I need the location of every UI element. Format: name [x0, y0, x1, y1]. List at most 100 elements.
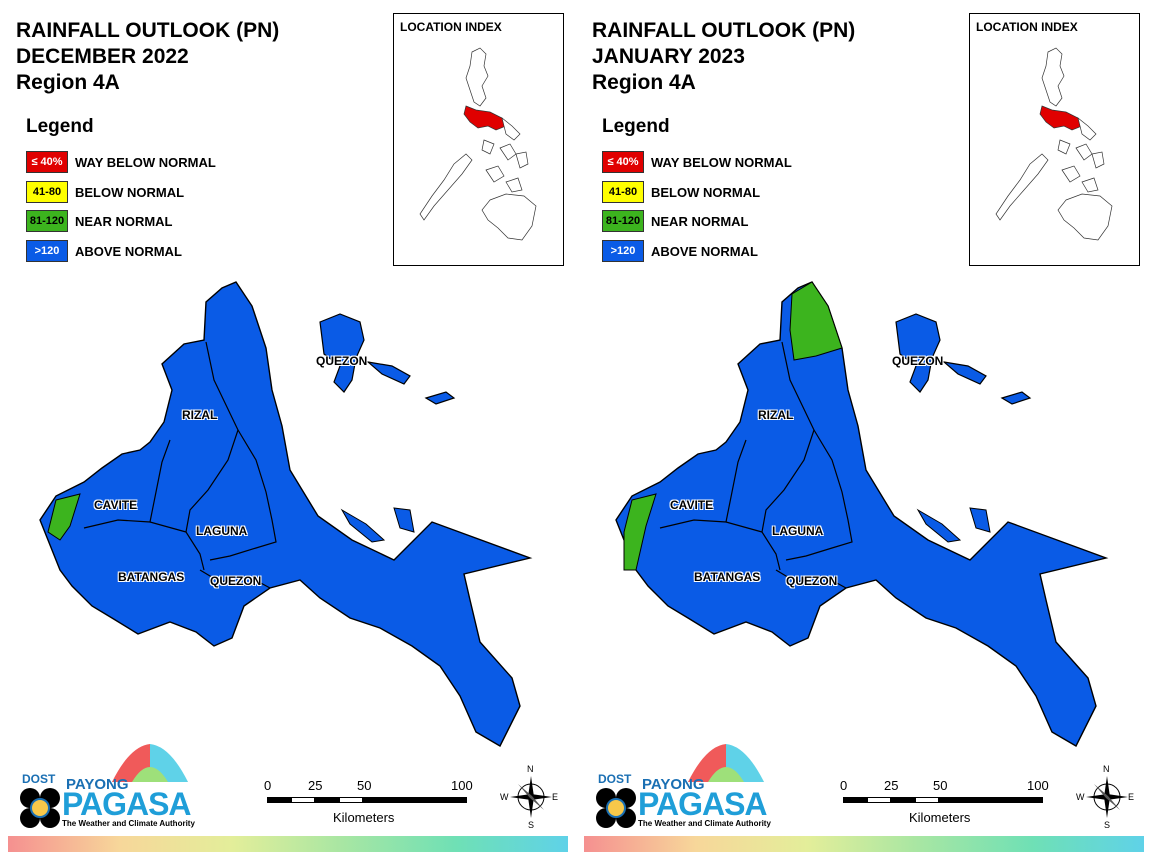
- compass-n: N: [1103, 764, 1110, 774]
- scale-units: Kilometers: [909, 810, 971, 825]
- place-label-quezon-north: QUEZON: [316, 354, 368, 368]
- title-line-3: Region 4A: [16, 71, 120, 94]
- legend-title: Legend: [602, 116, 670, 137]
- scale-bar: 0 25 50 100 Kilometers: [258, 778, 478, 828]
- compass-e: E: [552, 792, 559, 802]
- legend-label: BELOW NORMAL: [75, 184, 185, 200]
- place-label-rizal: RIZAL: [758, 408, 794, 422]
- philippines-outline-map: [419, 47, 537, 241]
- scale-tick-50: 50: [357, 778, 372, 793]
- legend-item-near: 81-120 NEAR NORMAL: [602, 210, 749, 232]
- compass-e: E: [1128, 792, 1135, 802]
- dost-seal-icon: [596, 788, 636, 828]
- place-label-cavite: CAVITE: [94, 498, 138, 512]
- legend-label: WAY BELOW NORMAL: [651, 154, 792, 170]
- compass-n: N: [527, 764, 534, 774]
- outlook-panel-december: RAINFALL OUTLOOK (PN) DECEMBER 2022 Regi…: [0, 13, 576, 852]
- region-4a-svg: [39, 281, 533, 747]
- location-index-inset: LOCATION INDEX: [969, 13, 1140, 266]
- footer-gradient-bar: [8, 836, 568, 852]
- legend-swatch: >120: [26, 240, 68, 262]
- location-index-label: LOCATION INDEX: [400, 20, 502, 34]
- legend-title: Legend: [26, 116, 94, 137]
- pagasa-logo: DOST PAYONG PAGASA The Weather and Clima…: [590, 742, 771, 832]
- legend-swatch: ≤ 40%: [602, 151, 644, 173]
- place-label-batangas: BATANGAS: [118, 570, 185, 584]
- location-index-label: LOCATION INDEX: [976, 20, 1078, 34]
- title-line-3: Region 4A: [592, 71, 696, 94]
- pagasa-logo: DOST PAYONG PAGASA The Weather and Clima…: [14, 742, 195, 832]
- logo-pagasa: PAGASA: [62, 786, 192, 822]
- legend-item-way-below: ≤ 40% WAY BELOW NORMAL: [602, 151, 792, 173]
- legend-item-below: 41-80 BELOW NORMAL: [602, 181, 760, 203]
- place-label-quezon-south: QUEZON: [786, 574, 838, 588]
- scale-tick-100: 100: [1027, 778, 1049, 793]
- title-line-1: RAINFALL OUTLOOK (PN): [592, 19, 856, 42]
- map-title: RAINFALL OUTLOOK (PN) DECEMBER 2022 Regi…: [16, 18, 279, 96]
- footer-gradient-bar: [584, 836, 1144, 852]
- compass-w: W: [500, 792, 509, 802]
- logo-tagline: The Weather and Climate Authority: [638, 819, 771, 828]
- title-line-1: RAINFALL OUTLOOK (PN): [16, 19, 280, 42]
- logo-tagline: The Weather and Climate Authority: [62, 819, 195, 828]
- legend-swatch: 41-80: [26, 181, 68, 203]
- region-4a-svg: [615, 281, 1109, 747]
- legend-item-above: >120 ABOVE NORMAL: [602, 240, 758, 262]
- map-title: RAINFALL OUTLOOK (PN) JANUARY 2023 Regio…: [592, 18, 855, 96]
- scale-units: Kilometers: [333, 810, 395, 825]
- logo-pagasa: PAGASA: [638, 786, 768, 822]
- legend-item-above: >120 ABOVE NORMAL: [26, 240, 182, 262]
- outlook-panel-january: RAINFALL OUTLOOK (PN) JANUARY 2023 Regio…: [576, 0, 1152, 864]
- compass-s: S: [1104, 820, 1111, 830]
- place-label-batangas: BATANGAS: [694, 570, 761, 584]
- place-label-rizal: RIZAL: [182, 408, 218, 422]
- legend-swatch: 41-80: [602, 181, 644, 203]
- title-line-2: JANUARY 2023: [592, 45, 745, 68]
- title-line-2: DECEMBER 2022: [16, 45, 189, 68]
- place-label-laguna: LAGUNA: [772, 524, 824, 538]
- umbrella-icon: [688, 744, 764, 782]
- scale-tick-25: 25: [308, 778, 323, 793]
- scale-bar-graphic: [267, 797, 467, 803]
- location-index-inset: LOCATION INDEX: [393, 13, 564, 266]
- legend-label: NEAR NORMAL: [651, 213, 749, 229]
- logo-payong: PAYONG: [642, 776, 705, 793]
- scale-bar: 0 25 50 100 Kilometers: [834, 778, 1054, 828]
- legend-label: BELOW NORMAL: [651, 184, 761, 200]
- compass-w: W: [1076, 792, 1085, 802]
- scale-tick-50: 50: [933, 778, 948, 793]
- compass-s: S: [528, 820, 535, 830]
- legend-swatch: ≤ 40%: [26, 151, 68, 173]
- place-label-laguna: LAGUNA: [196, 524, 248, 538]
- legend-swatch: 81-120: [602, 210, 644, 232]
- legend-swatch: 81-120: [26, 210, 68, 232]
- scale-tick-0: 0: [840, 778, 848, 793]
- legend-label: WAY BELOW NORMAL: [75, 154, 216, 170]
- legend-item-near: 81-120 NEAR NORMAL: [26, 210, 173, 232]
- scale-tick-100: 100: [451, 778, 473, 793]
- logo-dost: DOST: [598, 772, 632, 786]
- place-label-quezon-south: QUEZON: [210, 574, 262, 588]
- scale-bar-graphic: [843, 797, 1043, 803]
- legend-swatch: >120: [602, 240, 644, 262]
- place-label-cavite: CAVITE: [670, 498, 714, 512]
- place-label-quezon-north: QUEZON: [892, 354, 944, 368]
- north-arrow-icon: N S E W: [1076, 764, 1136, 830]
- logo-dost: DOST: [22, 772, 56, 786]
- legend-item-below: 41-80 BELOW NORMAL: [26, 181, 184, 203]
- region-4a-map: QUEZON RIZAL CAVITE LAGUNA BATANGAS QUEZ…: [576, 270, 1152, 770]
- scale-tick-0: 0: [264, 778, 272, 793]
- philippines-outline-map: [995, 47, 1113, 241]
- legend-label: ABOVE NORMAL: [651, 243, 758, 259]
- compass-rose-icon: [510, 776, 552, 818]
- north-arrow-icon: N S E W: [500, 764, 560, 830]
- scale-tick-25: 25: [884, 778, 899, 793]
- umbrella-icon: [112, 744, 188, 782]
- legend-label: ABOVE NORMAL: [75, 243, 182, 259]
- legend-label: NEAR NORMAL: [75, 213, 173, 229]
- compass-rose-icon: [1086, 776, 1128, 818]
- logo-payong: PAYONG: [66, 776, 129, 793]
- region-4a-map: QUEZON RIZAL CAVITE LAGUNA BATANGAS QUEZ…: [0, 270, 576, 770]
- dost-seal-icon: [20, 788, 60, 828]
- legend-item-way-below: ≤ 40% WAY BELOW NORMAL: [26, 151, 216, 173]
